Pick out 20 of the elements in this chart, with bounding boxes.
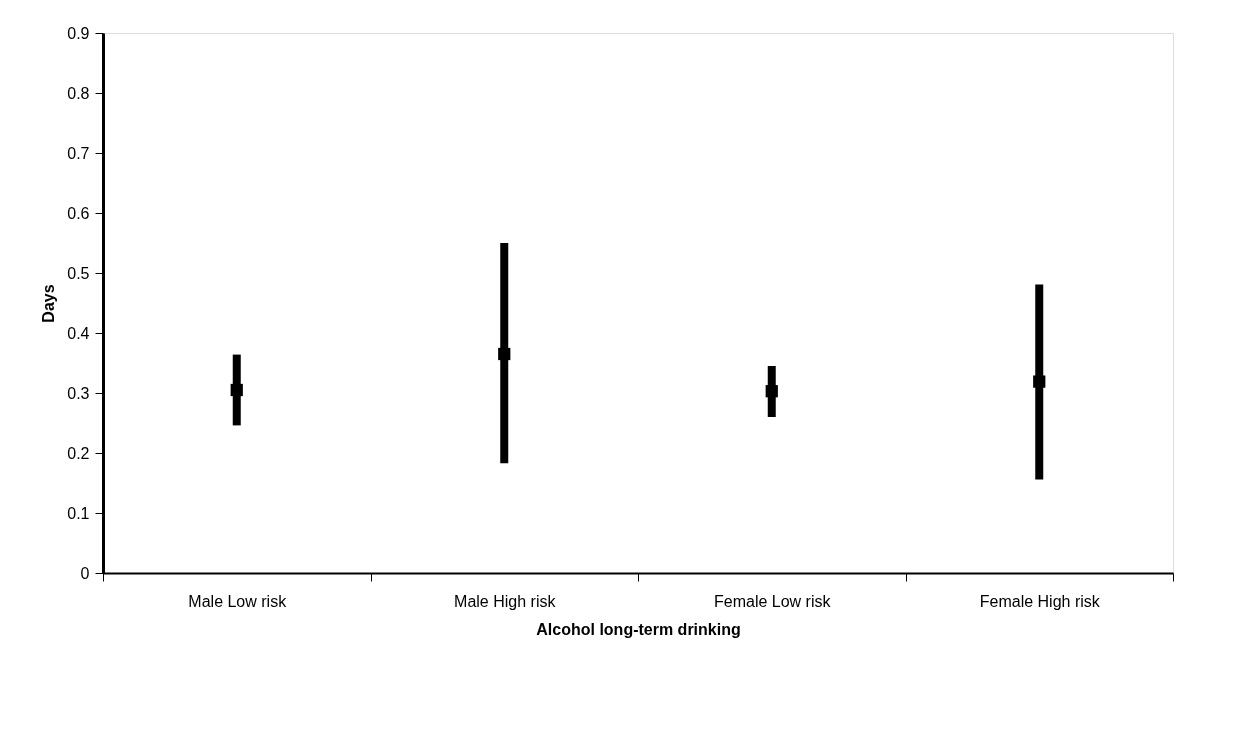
x-tick-label: Female High risk [979,592,1101,610]
y-tick-label: 0.5 [67,264,90,282]
y-tick-label: 0.1 [67,504,90,522]
y-tick-label: 0 [80,564,90,582]
x-axis-title: Alcohol long-term drinking [536,620,741,638]
y-tick-label: 0.4 [67,324,90,342]
y-tick-label: 0.7 [67,144,90,162]
y-tick-label: 0.8 [67,84,90,102]
y-tick-label: 0.6 [67,204,90,222]
point [230,383,243,397]
y-axis-title: Days [40,284,58,323]
point [765,385,778,398]
x-tick-label: Male High risk [454,592,557,610]
x-tick-label: Male Low risk [188,592,288,610]
y-tick-label: 0.2 [67,444,90,462]
point [1033,375,1046,388]
y-tick-label: 0.3 [67,384,90,402]
point [498,347,511,361]
y-tick-label: 0.9 [67,24,90,42]
x-tick-label: Female Low risk [714,592,832,610]
